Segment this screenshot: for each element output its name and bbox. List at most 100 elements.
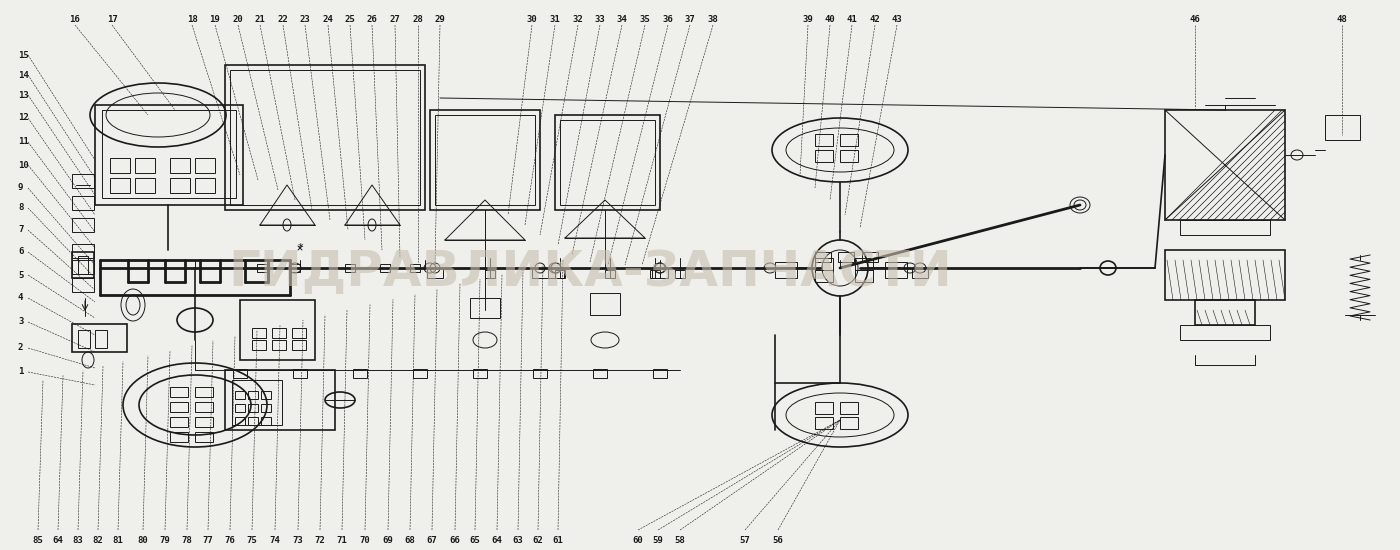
Bar [1180, 220, 1270, 235]
Text: 26: 26 [367, 15, 378, 25]
Bar [169, 402, 188, 412]
Text: 77: 77 [203, 536, 213, 545]
Bar [594, 369, 608, 378]
Bar [840, 402, 858, 414]
Bar [1196, 300, 1254, 325]
Bar [71, 218, 94, 232]
Bar [260, 391, 272, 399]
Bar [855, 270, 874, 282]
Bar [248, 404, 258, 412]
Bar [675, 270, 685, 278]
Text: 19: 19 [210, 15, 220, 25]
Bar [169, 158, 190, 173]
Bar [169, 417, 188, 427]
Text: 13: 13 [18, 91, 29, 100]
Bar [232, 380, 281, 425]
Bar [290, 264, 300, 272]
Bar [235, 417, 245, 425]
Bar [134, 178, 155, 193]
Bar [652, 268, 668, 278]
Bar [547, 268, 564, 278]
Text: 32: 32 [573, 15, 584, 25]
Text: 34: 34 [616, 15, 627, 25]
Text: 61: 61 [553, 536, 563, 545]
Bar [815, 258, 833, 270]
Text: 68: 68 [405, 536, 416, 545]
Bar [554, 270, 566, 278]
Text: 5: 5 [18, 271, 24, 279]
Bar [252, 328, 266, 338]
Bar [1165, 110, 1285, 220]
Bar [430, 110, 540, 210]
Bar [272, 328, 286, 338]
Text: *: * [297, 243, 302, 253]
Text: 35: 35 [640, 15, 651, 25]
Bar [235, 404, 245, 412]
Bar [195, 178, 216, 193]
Bar [413, 369, 427, 378]
Text: 43: 43 [892, 15, 903, 25]
Bar [239, 300, 315, 360]
Bar [379, 264, 391, 272]
Bar [885, 262, 907, 278]
Bar [839, 252, 854, 262]
Text: 58: 58 [675, 536, 686, 545]
Bar [71, 260, 94, 274]
Bar [71, 278, 94, 292]
Bar [435, 115, 535, 205]
Bar [815, 134, 833, 146]
Bar [71, 244, 94, 258]
Bar [840, 134, 858, 146]
Bar [169, 178, 190, 193]
Text: 38: 38 [707, 15, 718, 25]
Bar [484, 270, 496, 278]
Text: 67: 67 [427, 536, 437, 545]
Text: 81: 81 [112, 536, 123, 545]
Text: 16: 16 [70, 15, 80, 25]
Text: 62: 62 [532, 536, 543, 545]
Text: 17: 17 [106, 15, 118, 25]
Bar [248, 391, 258, 399]
Text: 21: 21 [255, 15, 266, 25]
Bar [78, 330, 90, 348]
Text: 18: 18 [186, 15, 197, 25]
Bar [344, 264, 356, 272]
Text: 71: 71 [336, 536, 347, 545]
Bar [410, 264, 420, 272]
Bar [195, 402, 213, 412]
Bar [427, 268, 442, 278]
Text: 40: 40 [825, 15, 836, 25]
Text: 64: 64 [491, 536, 503, 545]
Bar [71, 252, 94, 278]
Bar [248, 417, 258, 425]
Bar [293, 340, 307, 350]
Bar [815, 417, 833, 429]
Bar [533, 369, 547, 378]
Bar [111, 178, 130, 193]
Bar [169, 387, 188, 397]
Text: 22: 22 [277, 15, 288, 25]
Text: 60: 60 [633, 536, 644, 545]
Bar [272, 340, 286, 350]
Bar [78, 256, 88, 274]
Text: ГИДРАВЛИКА-ЗАПЧАСТИ: ГИДРАВЛИКА-ЗАПЧАСТИ [228, 248, 952, 296]
Bar [230, 70, 420, 205]
Text: 3: 3 [18, 317, 24, 327]
Bar [470, 298, 500, 318]
Bar [134, 158, 155, 173]
Bar [776, 262, 797, 278]
Text: 73: 73 [293, 536, 304, 545]
Bar [1324, 115, 1359, 140]
Bar [195, 387, 213, 397]
Bar [589, 293, 620, 315]
Bar [293, 369, 307, 378]
Bar [532, 268, 547, 278]
Text: 27: 27 [389, 15, 400, 25]
Text: 74: 74 [270, 536, 280, 545]
Bar [258, 264, 267, 272]
Text: 39: 39 [802, 15, 813, 25]
Text: 2: 2 [18, 344, 24, 353]
Text: 31: 31 [550, 15, 560, 25]
Text: 70: 70 [360, 536, 371, 545]
Text: 11: 11 [18, 138, 29, 146]
